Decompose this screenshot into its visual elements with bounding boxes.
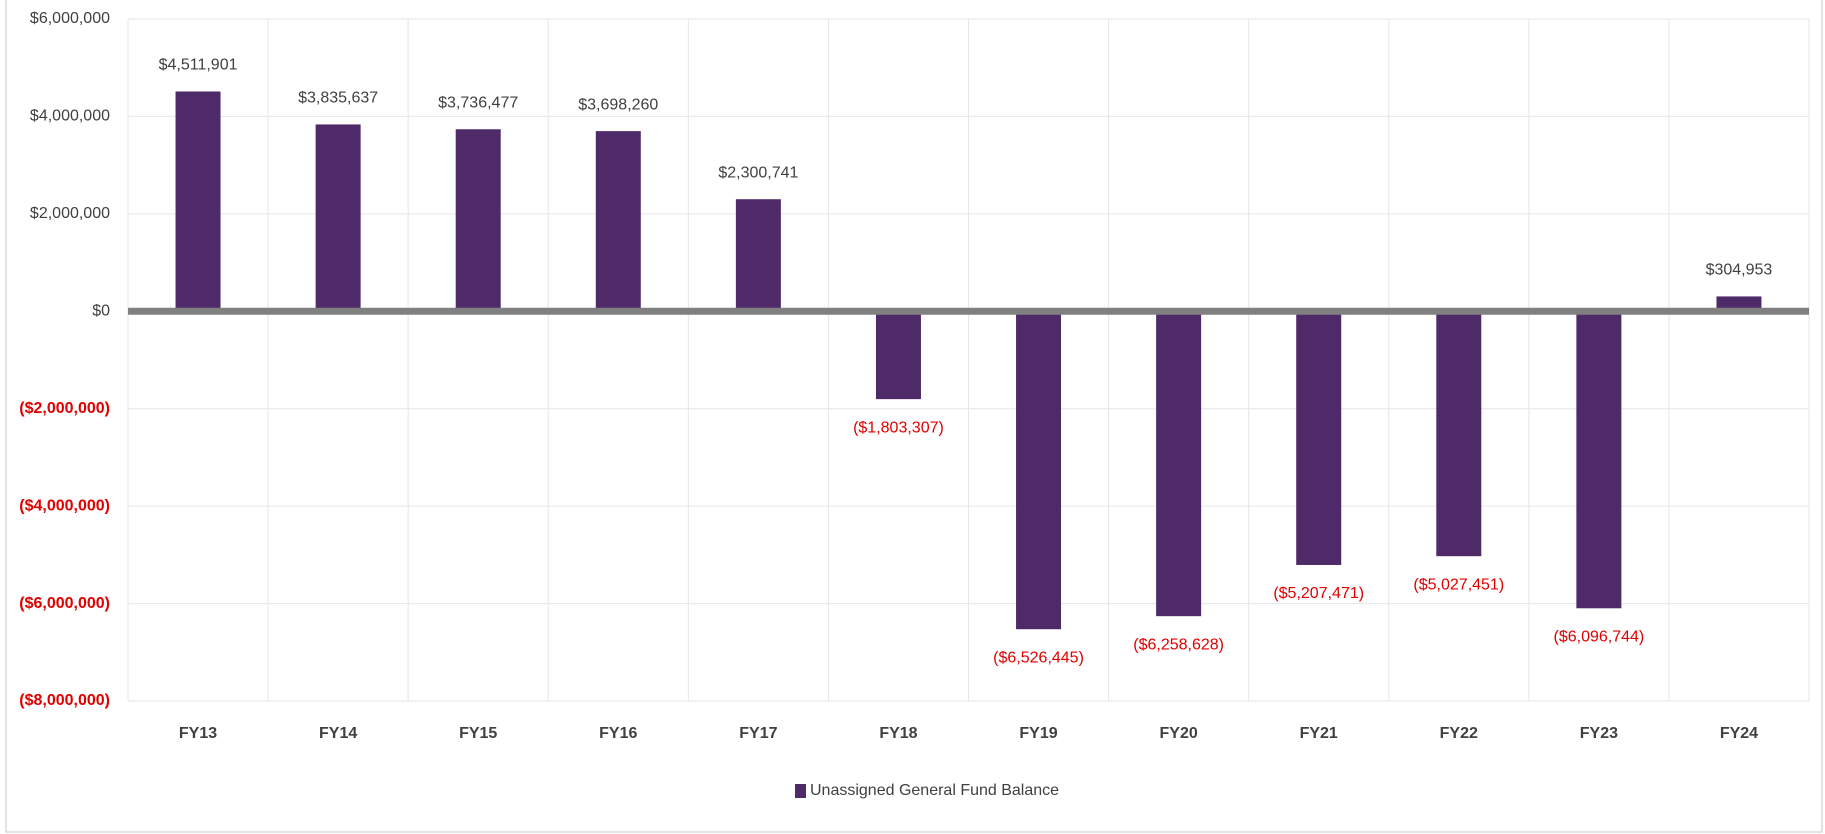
x-tick-label: FY24 — [1720, 725, 1758, 742]
data-label: ($6,096,744) — [1554, 629, 1645, 646]
chart-frame — [5, 0, 1823, 833]
data-label: ($5,027,451) — [1413, 576, 1504, 593]
x-tick-label: FY23 — [1580, 725, 1618, 742]
bar — [735, 199, 781, 312]
data-label: ($6,526,445) — [993, 649, 1084, 666]
y-tick-label: $4,000,000 — [30, 108, 110, 125]
bar — [1716, 296, 1762, 312]
y-tick-label: ($6,000,000) — [19, 595, 110, 612]
x-tick-label: FY15 — [459, 725, 497, 742]
data-label: $3,835,637 — [298, 90, 378, 107]
y-tick-label: $6,000,000 — [30, 10, 110, 27]
y-tick-label: $0 — [92, 303, 110, 320]
data-label: ($1,803,307) — [853, 419, 944, 436]
x-tick-label: FY14 — [319, 725, 357, 742]
bar — [455, 129, 501, 312]
x-tick-label: FY17 — [739, 725, 777, 742]
data-label: $2,300,741 — [718, 164, 798, 181]
bar — [315, 124, 361, 312]
x-tick-label: FY13 — [179, 725, 217, 742]
data-label: $3,698,260 — [578, 96, 658, 113]
bar — [1436, 311, 1482, 557]
bar — [1156, 311, 1202, 617]
x-tick-label: FY16 — [599, 725, 637, 742]
y-tick-label: $2,000,000 — [30, 205, 110, 222]
bar — [595, 131, 641, 312]
bar — [1296, 311, 1342, 565]
data-label: ($6,258,628) — [1133, 636, 1224, 653]
data-label: $3,736,477 — [438, 94, 518, 111]
y-tick-label: ($2,000,000) — [19, 400, 110, 417]
bar — [1576, 311, 1622, 609]
x-tick-label: FY21 — [1300, 725, 1338, 742]
legend: Unassigned General Fund Balance — [795, 782, 1059, 799]
x-tick-label: FY18 — [879, 725, 917, 742]
legend-label: Unassigned General Fund Balance — [810, 782, 1059, 799]
x-tick-label: FY22 — [1440, 725, 1478, 742]
legend-swatch — [795, 784, 806, 798]
y-tick-label: ($4,000,000) — [19, 497, 110, 514]
y-tick-label: ($8,000,000) — [19, 692, 110, 709]
data-label: $304,953 — [1706, 262, 1773, 279]
bar — [875, 311, 921, 400]
x-tick-label: FY19 — [1019, 725, 1057, 742]
data-label: $4,511,901 — [159, 57, 238, 74]
data-label: ($5,207,471) — [1273, 585, 1364, 602]
bar — [175, 91, 221, 312]
bar — [1016, 311, 1062, 630]
x-tick-label: FY20 — [1160, 725, 1198, 742]
